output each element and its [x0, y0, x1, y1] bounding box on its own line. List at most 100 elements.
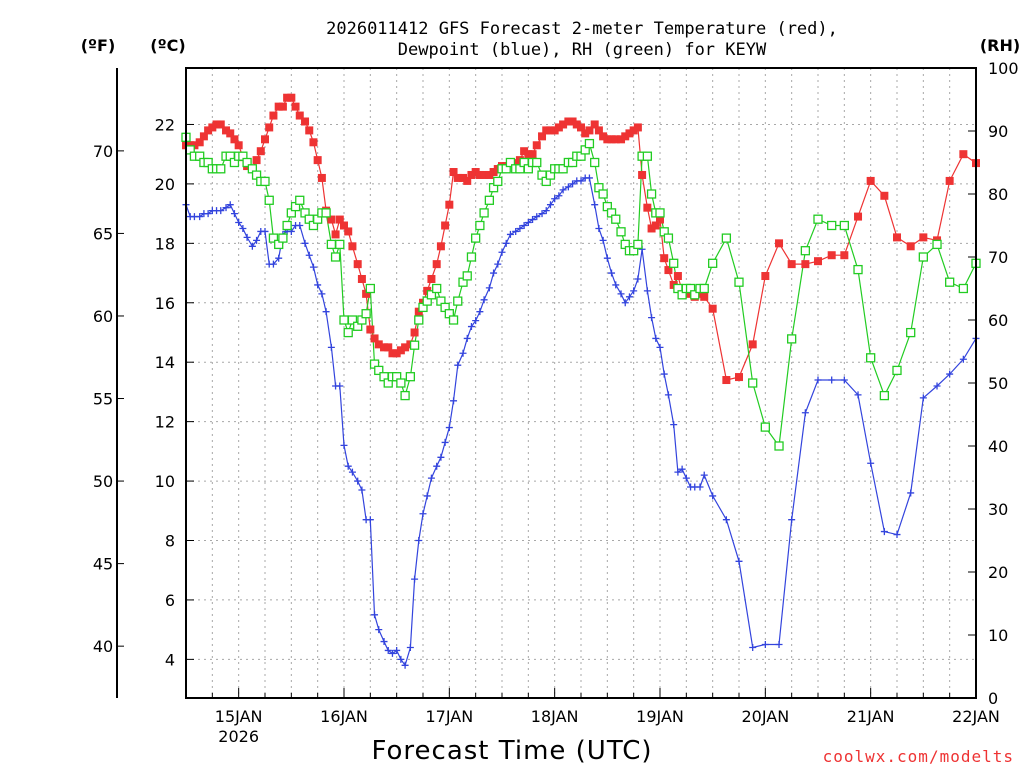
rh-tick-label: 0 [988, 689, 998, 708]
temperature-point [204, 126, 213, 135]
temperature-point [546, 126, 555, 135]
temperature-point [550, 126, 559, 135]
temperature-point [230, 135, 239, 144]
temperature-point [432, 260, 441, 269]
dewpoint-point [542, 207, 550, 215]
dewpoint-point [533, 213, 541, 221]
temperature-point [761, 272, 770, 281]
rh-point [335, 239, 345, 250]
rh-point [361, 309, 371, 319]
rh-point [663, 233, 674, 243]
temperature-point [353, 260, 362, 269]
dewpoint-point [634, 275, 642, 283]
dewpoint-point [454, 361, 462, 369]
dewpoint-point [243, 233, 251, 241]
celsius-tick-label: 22 [155, 115, 175, 134]
dewpoint-point [630, 287, 638, 295]
temperature-point [287, 93, 296, 102]
temperature-point [392, 349, 401, 358]
rh-point [584, 138, 595, 149]
dewpoint-point [761, 641, 769, 649]
temperature-point [945, 176, 954, 185]
temperature-point [222, 126, 231, 135]
dewpoint-point [625, 293, 633, 301]
rh-point [396, 378, 406, 388]
temperature-point [357, 274, 366, 283]
dewpoint-point [204, 210, 212, 218]
fahrenheit-tick-label: 65 [93, 224, 113, 243]
rh-point [774, 441, 784, 451]
dewpoint-point [559, 186, 567, 194]
dewpoint-point [309, 263, 317, 271]
rh-point [321, 208, 331, 218]
dewpoint-point [196, 213, 204, 221]
dewpoint-point [722, 516, 730, 524]
rh-tick-label: 50 [988, 374, 1008, 393]
rh-point [906, 327, 916, 338]
temperature-point [554, 123, 563, 132]
temperature-point [722, 376, 731, 385]
temperature-point [278, 102, 287, 111]
rh-point [330, 252, 341, 262]
dewpoint-point [678, 465, 686, 473]
dewpoint-point [696, 483, 704, 491]
rh-point [282, 220, 292, 231]
rh-point [268, 233, 279, 243]
temperature-point [577, 123, 585, 132]
rh-point [426, 290, 437, 300]
dewpoint-point [595, 224, 603, 232]
temperature-point [528, 150, 537, 159]
dewpoint-point [318, 290, 326, 298]
temperature-point [208, 123, 217, 132]
dewpoint-point [617, 290, 625, 298]
temperature-point [524, 150, 533, 159]
temperature-point [893, 233, 901, 242]
temperature-point [410, 328, 419, 337]
dewpoint-point [480, 296, 488, 304]
rh-point [853, 264, 863, 275]
temperature-point [617, 135, 626, 144]
temperature-point [344, 227, 353, 236]
rh-point [646, 189, 657, 199]
dewpoint-point [366, 516, 374, 524]
temperature-point [629, 126, 638, 135]
dewpoint-point [411, 575, 419, 583]
temperature-point [700, 292, 709, 301]
rh-point [590, 157, 600, 168]
temperature-point [348, 242, 357, 251]
temperature-point [625, 129, 634, 138]
rh-point [326, 239, 337, 250]
temperature-point [313, 156, 322, 165]
rh-point [813, 214, 823, 224]
rh-point [945, 277, 955, 287]
temperature-point [340, 221, 348, 230]
celsius-tick-label: 18 [155, 234, 175, 253]
dewpoint-point [476, 308, 484, 316]
dewpoint-point [555, 192, 563, 200]
chart-title-line-2: Dewpoint (blue), RH (green) for KEYW [398, 40, 767, 60]
rh-point [462, 271, 472, 281]
x-axis-title: Forecast Time (UTC) [371, 736, 652, 766]
temperature-point [827, 251, 836, 260]
dewpoint-point [239, 224, 247, 232]
dewpoint-point [269, 260, 277, 268]
dewpoint-point [564, 183, 572, 191]
rh-point [432, 283, 442, 294]
temperature-point [559, 120, 568, 129]
dewpoint-point [354, 477, 362, 485]
dewpoint-point [348, 468, 356, 476]
rh-point [558, 164, 568, 174]
rh-point [471, 233, 481, 243]
temperature-point [301, 117, 310, 126]
dewpoint-point [415, 537, 423, 544]
dewpoint-point [322, 308, 330, 316]
rh-point [414, 315, 424, 325]
temperature-point [374, 340, 383, 349]
temperature-point [269, 111, 278, 120]
dewpoint-point [340, 441, 348, 449]
dewpoint-point [437, 453, 445, 461]
temperature-point [453, 173, 462, 182]
dewpoint-point [656, 343, 664, 351]
dewpoint-point [498, 248, 506, 256]
temperature-point [234, 141, 243, 150]
